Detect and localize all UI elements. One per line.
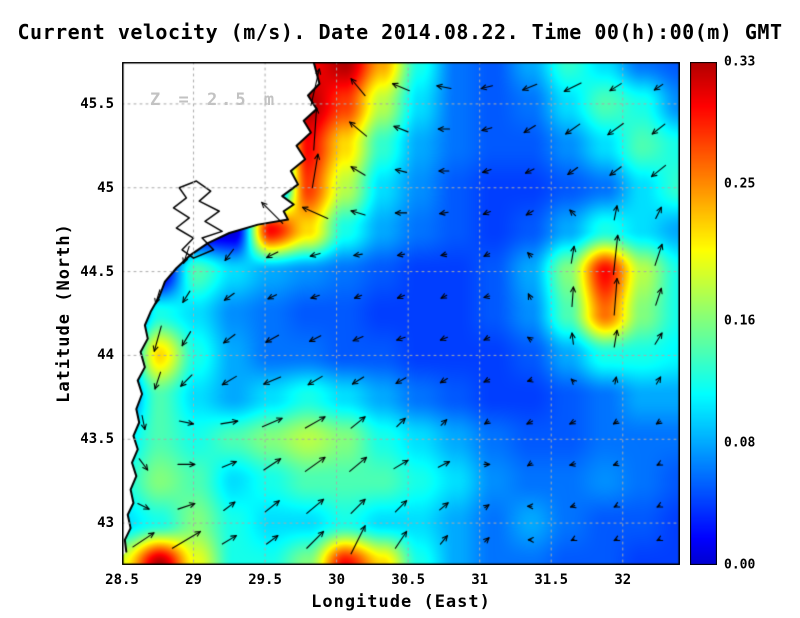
colorbar-tick-label: 0.25 [724,176,756,192]
colorbar-tick-label: 0.08 [724,435,756,451]
x-tick-label: 29.5 [248,572,282,588]
x-tick-label: 31 [471,572,489,588]
x-tick-label: 28.5 [105,572,139,588]
x-tick-label: 32 [614,572,632,588]
colorbar-tick-label: 0.16 [724,313,756,329]
y-tick-label: 44.5 [80,263,114,280]
x-tick-label: 29 [185,572,202,588]
y-tick-label: 45.5 [80,95,114,112]
x-tick-label: 30 [328,572,346,588]
y-tick-label: 44 [97,347,114,364]
x-tick-label: 30.5 [391,572,425,588]
chart-title: Current velocity (m/s). Date 2014.08.22.… [17,20,783,44]
colorbar-tick-label: 0.33 [724,54,756,70]
plot-area: Z = 2.5 m [122,62,680,565]
x-axis-label: Longitude (East) [311,592,491,612]
y-tick-label: 43 [97,515,114,532]
colorbar-tick-label: 0.00 [724,557,756,573]
colorbar [690,62,717,565]
heatmap-vector-canvas [122,62,680,565]
x-tick-label: 31.5 [534,572,569,588]
depth-annotation: Z = 2.5 m [150,90,279,110]
y-tick-label: 43.5 [80,431,114,448]
y-axis-label: Latitude (North) [54,223,74,403]
y-tick-label: 45 [97,179,114,196]
